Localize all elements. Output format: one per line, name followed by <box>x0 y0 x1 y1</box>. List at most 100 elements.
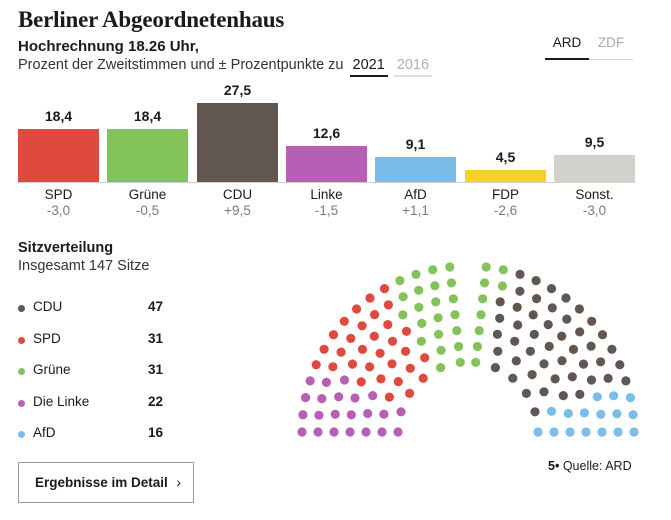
bar <box>554 155 635 183</box>
seat-dot <box>339 316 349 326</box>
seat-dot <box>546 284 557 294</box>
seat-dot <box>454 341 464 352</box>
seat-dot <box>339 375 350 385</box>
legend-dot-icon <box>18 399 25 407</box>
bar-value-label: 18,4 <box>44 108 73 124</box>
bar-column-cdu: 27,5 CDU +9,5 <box>197 80 278 220</box>
seat-dot <box>472 341 482 352</box>
tab-ard[interactable]: ARD <box>545 35 589 60</box>
seat-dot <box>547 303 557 313</box>
seat-dot <box>529 329 539 339</box>
seat-dot <box>586 341 596 351</box>
seat-dot <box>414 285 424 295</box>
seat-dot <box>511 356 521 366</box>
seat-dot <box>525 346 535 356</box>
seat-dot <box>416 336 426 346</box>
seat-dot <box>557 331 567 341</box>
legend-item: Grüne 31 <box>18 362 163 380</box>
seat-dot <box>512 302 522 312</box>
seat-dot <box>478 294 488 304</box>
seat-dot <box>431 297 441 307</box>
source-logo: 5• <box>548 459 560 473</box>
seat-dot <box>609 391 619 401</box>
seat-dot <box>370 310 380 320</box>
tab-zdf[interactable]: ZDF <box>597 35 625 50</box>
seat-dot <box>398 310 408 320</box>
seat-dot <box>384 392 394 402</box>
bar-category-label: FDP <box>492 187 519 202</box>
seat-dot <box>376 374 386 384</box>
seat-dot <box>405 388 415 398</box>
seat-dot <box>329 427 339 437</box>
seat-dot <box>565 427 575 437</box>
seat-dot <box>558 391 568 401</box>
seat-dot <box>521 388 531 398</box>
description-row: Prozent der Zweitstimmen und ± Prozentpu… <box>18 57 433 77</box>
seat-dot <box>379 284 390 294</box>
bar <box>197 103 278 183</box>
seat-dot <box>510 336 520 346</box>
legend-seat-count: 47 <box>147 299 163 314</box>
seat-dot <box>625 393 635 403</box>
seat-dot <box>383 320 393 330</box>
bar-diff-label: -3,0 <box>582 203 607 218</box>
seat-dot <box>365 293 375 303</box>
year-toggle-2016[interactable]: 2016 <box>393 57 433 77</box>
chart-baseline <box>18 182 635 183</box>
seat-dot <box>481 262 491 272</box>
seat-dot <box>544 341 554 351</box>
seat-dot <box>369 331 379 341</box>
seat-dot <box>379 409 389 419</box>
seat-dot <box>596 357 606 367</box>
seat-dot <box>532 294 542 304</box>
seat-dot <box>495 313 505 323</box>
bar-diff-label: -0,5 <box>135 203 160 218</box>
seat-dot <box>596 409 606 419</box>
bar <box>465 170 546 183</box>
seat-dot <box>346 410 356 420</box>
seat-dot <box>352 304 362 314</box>
year-toggle-2021[interactable]: 2021 <box>349 57 388 77</box>
legend-seat-count: 22 <box>147 393 163 409</box>
seat-dot <box>368 391 378 401</box>
legend-dot-icon <box>18 305 25 312</box>
seat-dot <box>395 276 405 286</box>
seat-dot <box>383 300 393 310</box>
seat-dot <box>581 427 591 437</box>
seat-dot <box>533 427 543 437</box>
seat-dot <box>574 304 584 314</box>
seat-dot <box>433 313 443 323</box>
seat-dot <box>612 409 622 419</box>
seat-dot <box>345 427 355 437</box>
page-subtitle: Hochrechnung 18.26 Uhr, <box>18 38 199 55</box>
seat-dot <box>592 392 602 402</box>
seat-dot <box>479 278 490 288</box>
seat-dot <box>452 326 462 336</box>
bar-category-label: SPD <box>44 187 73 202</box>
seat-dot <box>434 329 444 339</box>
seat-dot <box>561 293 571 303</box>
seat-dot <box>305 376 315 386</box>
seat-dot <box>557 356 567 366</box>
seat-dot <box>328 362 338 372</box>
seat-dot <box>455 357 465 367</box>
results-detail-button[interactable]: Ergebnisse im Detail › <box>18 462 194 503</box>
seat-dot <box>528 310 538 320</box>
legend-party-name: Die Linke <box>33 393 90 409</box>
seat-dot <box>615 360 625 370</box>
seat-total-label: Insgesamt 147 Sitze <box>18 258 150 274</box>
seat-dot <box>350 393 360 403</box>
seat-dot <box>411 269 421 279</box>
seat-dot <box>579 408 589 418</box>
seat-dot <box>401 326 412 336</box>
seat-dot <box>361 427 371 437</box>
seat-dot <box>621 376 631 386</box>
seat-dot <box>418 373 428 383</box>
seat-dot <box>428 265 438 275</box>
legend-item: SPD 31 <box>18 331 163 349</box>
seat-dot <box>543 320 553 330</box>
seat-dot <box>319 344 329 354</box>
seat-dot <box>575 389 585 399</box>
results-detail-label: Ergebnisse im Detail <box>35 475 168 490</box>
bar-category-label: Sonst. <box>575 187 614 202</box>
